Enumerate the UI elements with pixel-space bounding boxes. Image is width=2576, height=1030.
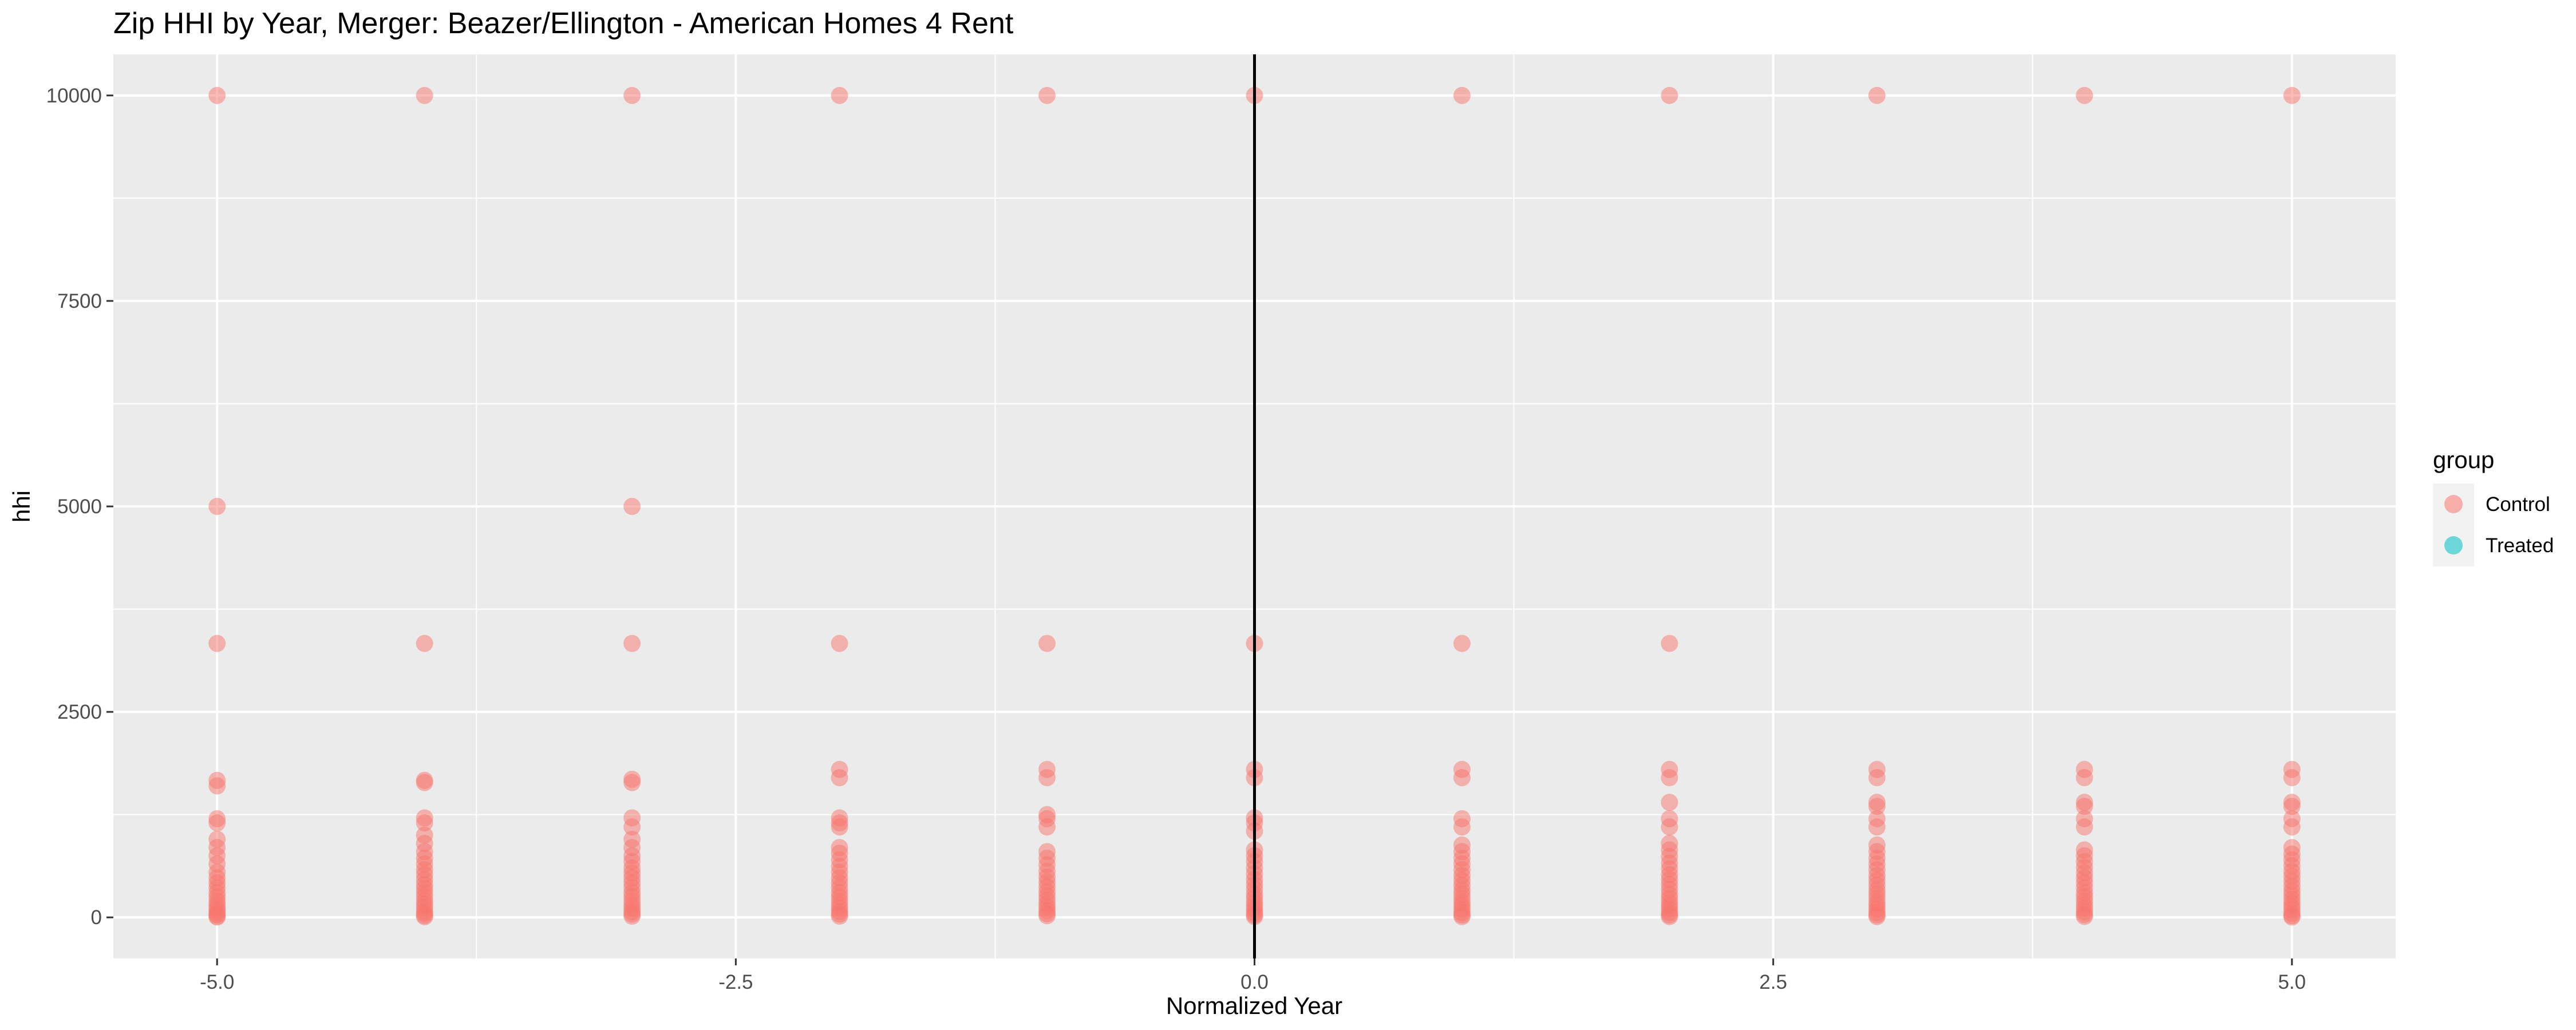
data-point-control bbox=[2076, 908, 2093, 925]
y-axis-title: hhi bbox=[8, 490, 35, 522]
data-point-control bbox=[208, 777, 226, 795]
data-point-control bbox=[208, 814, 226, 831]
data-point-control bbox=[2283, 769, 2301, 786]
y-tick-label: 10000 bbox=[46, 85, 102, 107]
data-point-control bbox=[1661, 769, 1678, 786]
data-point-control bbox=[208, 498, 226, 515]
x-tick-label: 5.0 bbox=[2278, 971, 2306, 993]
data-point-control bbox=[1868, 798, 1886, 815]
data-point-control bbox=[2076, 769, 2093, 786]
data-point-control bbox=[1661, 908, 1678, 925]
data-point-control bbox=[416, 86, 433, 104]
data-point-control bbox=[208, 86, 226, 104]
data-point-control bbox=[831, 769, 848, 786]
data-point-control bbox=[831, 86, 848, 104]
data-point-control bbox=[416, 814, 433, 831]
data-point-control bbox=[623, 908, 641, 925]
data-point-control bbox=[416, 635, 433, 652]
legend-title: group bbox=[2433, 446, 2494, 473]
y-tick-label: 0 bbox=[91, 906, 102, 929]
data-point-control bbox=[1868, 818, 1886, 836]
data-point-control bbox=[1038, 769, 1056, 786]
data-point-control bbox=[2283, 818, 2301, 836]
data-point-control bbox=[1453, 769, 1471, 786]
data-point-control bbox=[416, 774, 433, 791]
data-point-control bbox=[1038, 86, 1056, 104]
data-point-control bbox=[1038, 818, 1056, 836]
data-point-control bbox=[208, 908, 226, 926]
data-point-control bbox=[623, 86, 641, 104]
x-axis-title: Normalized Year bbox=[1166, 992, 1342, 1019]
data-point-control bbox=[2076, 798, 2093, 815]
data-point-control bbox=[1661, 794, 1678, 811]
data-point-control bbox=[1453, 635, 1471, 652]
data-point-control bbox=[1453, 818, 1471, 836]
data-point-control bbox=[1868, 86, 1886, 104]
y-tick-label: 5000 bbox=[57, 496, 102, 518]
x-tick-label: -2.5 bbox=[718, 971, 753, 993]
data-point-control bbox=[831, 908, 848, 925]
legend-key-treated bbox=[2444, 536, 2463, 554]
data-point-control bbox=[623, 774, 641, 791]
data-point-control bbox=[623, 635, 641, 652]
data-point-control bbox=[2283, 908, 2301, 926]
data-point-control bbox=[831, 818, 848, 836]
data-point-control bbox=[1453, 908, 1471, 925]
chart-title: Zip HHI by Year, Merger: Beazer/Ellingto… bbox=[113, 7, 1014, 40]
data-point-control bbox=[2283, 86, 2301, 104]
data-point-control bbox=[1868, 908, 1886, 925]
data-point-control bbox=[623, 498, 641, 515]
data-point-control bbox=[1453, 86, 1471, 104]
data-point-control bbox=[1038, 907, 1056, 925]
points-layer bbox=[208, 86, 2301, 926]
y-tick-label: 7500 bbox=[57, 290, 102, 312]
data-point-control bbox=[1661, 818, 1678, 836]
data-point-control bbox=[2283, 798, 2301, 815]
data-point-control bbox=[208, 635, 226, 652]
data-point-control bbox=[1868, 769, 1886, 786]
data-point-control bbox=[1038, 635, 1056, 652]
data-point-control bbox=[416, 908, 433, 926]
x-tick-label: -5.0 bbox=[200, 971, 234, 993]
data-point-control bbox=[623, 818, 641, 836]
legend: group Control Treated bbox=[2433, 446, 2554, 566]
data-point-control bbox=[2076, 86, 2093, 104]
data-point-control bbox=[1661, 635, 1678, 652]
legend-label-treated: Treated bbox=[2486, 534, 2554, 557]
legend-key-control bbox=[2444, 495, 2463, 513]
data-point-control bbox=[2076, 818, 2093, 836]
y-tick-label: 2500 bbox=[57, 701, 102, 723]
x-axis: -5.0 -2.5 0.0 2.5 5.0 bbox=[200, 958, 2306, 993]
data-point-control bbox=[831, 635, 848, 652]
x-tick-label: 0.0 bbox=[1240, 971, 1269, 993]
x-tick-label: 2.5 bbox=[1759, 971, 1787, 993]
legend-label-control: Control bbox=[2486, 493, 2550, 516]
y-axis: 0 2500 5000 7500 10000 bbox=[46, 85, 113, 929]
data-point-control bbox=[1661, 86, 1678, 104]
